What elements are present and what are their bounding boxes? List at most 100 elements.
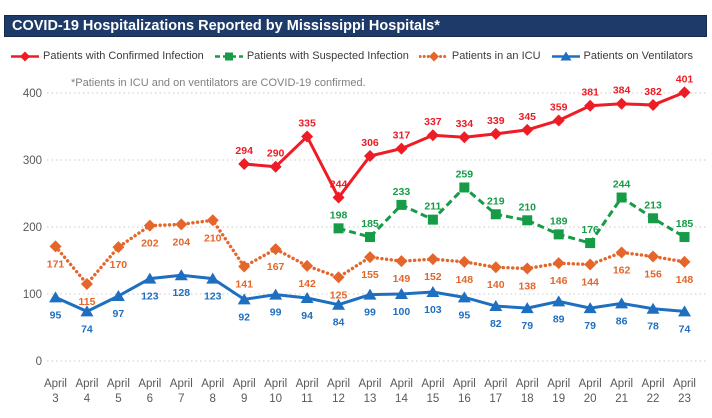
ventilators-data-label: 123 — [204, 291, 222, 303]
suspected-series-line — [338, 185, 686, 245]
confirmed-data-label: 401 — [676, 73, 694, 85]
ventilators-series-icon — [551, 51, 580, 60]
x-axis-tick-label: 8 — [210, 393, 216, 405]
x-axis-tick-label: 4 — [84, 393, 91, 405]
x-axis-tick-label: April — [421, 378, 444, 390]
ventilators-marker — [80, 305, 94, 317]
confirmed-marker — [301, 130, 314, 143]
x-axis-tick-label: April — [75, 378, 98, 390]
ventilators-data-label: 82 — [490, 318, 502, 330]
suspected-marker — [490, 209, 501, 220]
chart-title-bar: COVID-19 Hospitalizations Reported by Mi… — [4, 15, 707, 37]
x-axis-tick-label: April — [44, 378, 67, 390]
x-axis-tick-label: 23 — [678, 393, 691, 405]
icu-data-label: 141 — [235, 279, 253, 291]
suspected-data-label: 176 — [581, 224, 599, 236]
confirmed-data-label: 306 — [361, 137, 379, 149]
icu-data-label: 115 — [78, 296, 95, 308]
icu-series: 171 115 170 202 204 210 141 167 142 125 155 149 152 1… — [47, 214, 693, 308]
ventilators-data-label: 79 — [584, 320, 596, 332]
x-axis-tick-label: April — [547, 378, 570, 390]
ventilators-marker — [678, 305, 691, 317]
icu-marker — [395, 255, 408, 268]
legend-label-confirmed: Patients with Confirmed Infection — [43, 50, 204, 62]
confirmed-marker — [395, 142, 408, 155]
confirmed-series: 294 290 335 244 306 317 337 334 339 345 359 381 384 3… — [235, 73, 694, 204]
footnote: *Patients in ICU and on ventilators are … — [71, 77, 366, 89]
y-axis-tick-label: 200 — [23, 222, 42, 234]
icu-data-label: 204 — [173, 236, 191, 248]
icu-data-label: 125 — [330, 289, 348, 301]
confirmed-data-label: 382 — [644, 86, 662, 98]
ventilators-legend-marker — [560, 51, 572, 60]
confirmed-data-label: 337 — [424, 116, 442, 128]
icu-marker — [521, 262, 534, 275]
ventilators-data-label: 97 — [113, 308, 125, 320]
confirmed-marker — [489, 127, 502, 140]
icu-marker — [364, 251, 376, 264]
x-axis-tick-label: 3 — [52, 393, 58, 405]
x-axis-tick-label: 19 — [552, 393, 565, 405]
ventilators-data-label: 95 — [50, 309, 62, 321]
legend-label-ventilators: Patients on Ventilators — [583, 50, 693, 62]
legend-label-suspected: Patients with Suspected Infection — [246, 50, 409, 62]
icu-data-label: 140 — [487, 279, 505, 291]
icu-data-label: 155 — [361, 269, 379, 281]
ventilators-data-label: 99 — [364, 307, 376, 319]
suspected-marker — [648, 213, 659, 224]
confirmed-data-label: 384 — [613, 85, 631, 97]
y-axis-tick-label: 300 — [23, 155, 42, 167]
legend-item-suspected: Patients with Suspected Infection — [214, 50, 409, 63]
x-axis-tick-label: 17 — [489, 393, 502, 405]
ventilators-data-label: 78 — [647, 321, 659, 333]
icu-marker — [332, 271, 345, 284]
suspected-marker — [365, 232, 375, 243]
ventilators-data-label: 86 — [616, 315, 628, 327]
x-axis-tick-label: 14 — [395, 393, 408, 405]
x-axis-tick-label: April — [390, 378, 413, 390]
suspected-marker — [553, 229, 564, 240]
confirmed-data-label: 317 — [393, 130, 411, 142]
y-axis-tick-label: 0 — [36, 356, 42, 368]
legend-item-icu: Patients in an ICU — [418, 50, 541, 63]
ventilators-data-label: 94 — [301, 310, 313, 322]
ventilators-marker — [552, 295, 566, 307]
icu-marker — [112, 241, 125, 254]
x-axis-tick-label: April — [358, 378, 381, 390]
icu-marker — [238, 260, 251, 273]
ventilators-marker — [332, 298, 346, 310]
ventilators-marker — [363, 288, 377, 300]
suspected-data-label: 189 — [550, 215, 568, 227]
confirmed-marker — [426, 129, 439, 142]
icu-marker — [584, 258, 597, 271]
x-axis-tick-label: 22 — [647, 393, 660, 405]
suspected-marker — [333, 223, 344, 234]
y-axis-tick-label: 100 — [23, 289, 42, 301]
icu-marker — [175, 218, 188, 231]
ventilators-data-label: 123 — [141, 291, 159, 303]
suspected-data-label: 213 — [644, 199, 662, 211]
chart-title: COVID-19 Hospitalizations Reported by Mi… — [12, 18, 440, 34]
suspected-marker — [616, 192, 627, 203]
x-axis-tick-label: April — [484, 378, 507, 390]
icu-data-label: 144 — [581, 277, 599, 289]
confirmed-data-label: 335 — [298, 118, 316, 130]
icu-marker — [269, 243, 282, 256]
x-axis-tick-label: 11 — [301, 393, 313, 405]
suspected-series: 198 185 233 211 259 219 210 189 176 244 213 185 — [330, 168, 693, 249]
legend: Patients with Confirmed Infection Patient… — [10, 49, 693, 63]
ventilators-marker — [394, 288, 408, 299]
x-axis-tick-label: April — [264, 378, 287, 390]
confirmed-marker — [678, 86, 691, 99]
ventilators-data-label: 89 — [553, 313, 565, 325]
suspected-data-label: 211 — [424, 201, 441, 213]
icu-marker — [80, 277, 93, 290]
icu-marker — [647, 250, 660, 263]
suspected-data-label: 233 — [393, 186, 411, 198]
ventilators-marker — [583, 302, 597, 314]
confirmed-data-label: 290 — [267, 148, 285, 160]
icu-data-label: 171 — [47, 258, 65, 270]
x-axis-tick-label: April — [201, 378, 224, 390]
confirmed-marker — [647, 99, 660, 112]
x-axis-tick-label: 15 — [427, 393, 440, 405]
